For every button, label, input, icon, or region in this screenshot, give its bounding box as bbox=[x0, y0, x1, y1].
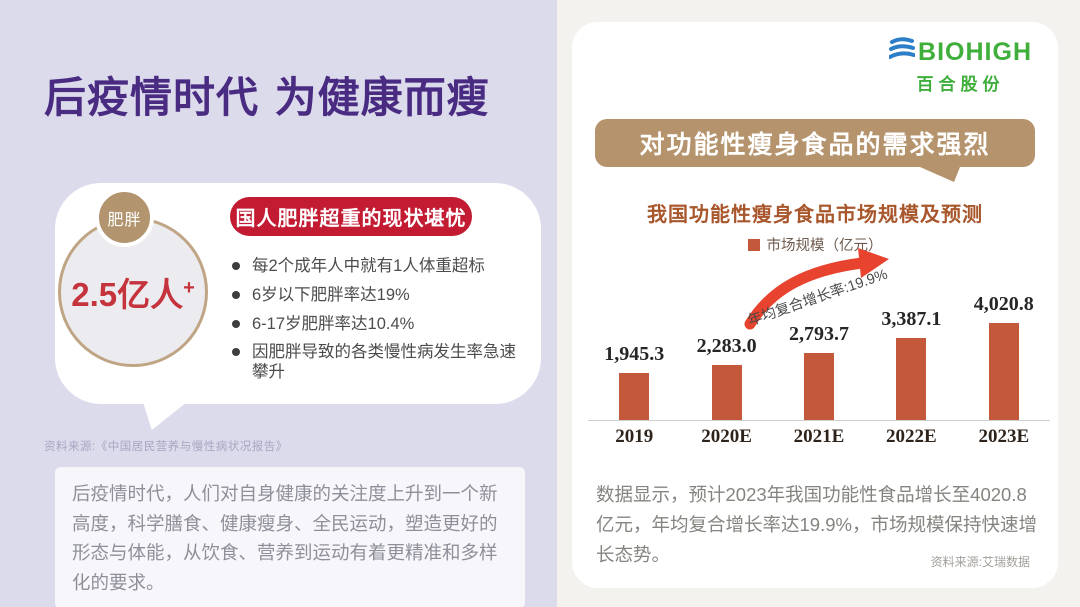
bullet-item: 6岁以下肥胖率达19% bbox=[232, 286, 532, 306]
bullet-text: 6岁以下肥胖率达19% bbox=[252, 285, 410, 304]
bar-value-label: 3,387.1 bbox=[881, 308, 942, 331]
analysis-block: 数据显示，预计2023年我国功能性食品增长至4020.8亿元，年均复合增长率达1… bbox=[596, 480, 1038, 570]
status-badge: 国人肥胖超重的现状堪忧 bbox=[230, 197, 472, 236]
bar bbox=[619, 373, 650, 420]
content-card: BIOHIGH 百合股份 对功能性瘦身食品的需求强烈 我国功能性瘦身食品市场规模… bbox=[572, 22, 1058, 588]
page-title: 后疫情时代 为健康而瘦 bbox=[44, 73, 490, 122]
bullet-list: 每2个成年人中就有1人体重超标 6岁以下肥胖率达19% 6-17岁肥胖率达10.4%… bbox=[232, 257, 532, 392]
bar-group: 2,283.0 2020E bbox=[680, 262, 772, 447]
x-axis-label: 2023E bbox=[978, 426, 1030, 447]
logo-name: BIOHIGH bbox=[918, 38, 1032, 66]
bar-value-label: 4,020.8 bbox=[973, 293, 1034, 315]
bar-group: 4,020.8 2023E bbox=[958, 262, 1050, 447]
bullet-item: 因肥胖导致的各类慢性病发生率急速攀升 bbox=[232, 343, 532, 383]
x-axis-label: 2021E bbox=[793, 426, 845, 447]
info-bubble-tail bbox=[143, 402, 187, 430]
logo-wave-icon bbox=[888, 36, 917, 69]
bar-value-label: 2,283.0 bbox=[696, 334, 757, 357]
obesity-tag: 肥胖 bbox=[95, 188, 154, 247]
intro-paragraph: 后疫情时代，人们对自身健康的关注度上升到一个新高度，科学膳食、健康瘦身、全民运动… bbox=[72, 483, 498, 593]
left-panel: 后疫情时代 为健康而瘦 2.5亿人+ 肥胖 国人肥胖超重的现状堪忧 每2个成年人… bbox=[0, 0, 557, 607]
source-note-right: 资料来源:艾瑞数据 bbox=[930, 555, 1030, 569]
bar-value-label: 1,945.3 bbox=[604, 343, 665, 366]
chart-plot: 1,945.3 2019 2,283.0 2020E 2,793.7 2021E 3,387… bbox=[588, 262, 1050, 447]
section-banner: 对功能性瘦身食品的需求强烈 bbox=[595, 119, 1035, 167]
bullet-dot bbox=[232, 290, 240, 299]
bullet-text: 每2个成年人中就有1人体重超标 bbox=[252, 257, 485, 275]
bar bbox=[711, 364, 742, 420]
source-note-left: 资料来源:《中国居民营养与慢性病状况报告》 bbox=[44, 441, 288, 453]
logo-subtitle: 百合股份 bbox=[916, 75, 1005, 94]
bullet-dot bbox=[232, 262, 240, 270]
plus-sign: + bbox=[183, 277, 195, 299]
x-axis-label: 2019 bbox=[615, 426, 654, 447]
x-axis-label: 2022E bbox=[886, 426, 937, 447]
growth-arrow-icon bbox=[740, 248, 890, 341]
legend-label: 市场规模（亿元） bbox=[766, 238, 883, 254]
bar-group: 2,793.7 2021E bbox=[773, 262, 865, 447]
bullet-item: 每2个成年人中就有1人体重超标 bbox=[232, 257, 532, 277]
section-banner-tail bbox=[920, 167, 960, 182]
bullet-text: 因肥胖导致的各类慢性病发生率急速攀升 bbox=[252, 343, 516, 382]
bar-group: 3,387.1 2022E bbox=[865, 262, 957, 447]
bar bbox=[803, 352, 834, 420]
chart-title: 我国功能性瘦身食品市场规模及预测 bbox=[647, 204, 983, 226]
bar-group: 1,945.3 2019 bbox=[588, 262, 680, 447]
bar bbox=[896, 338, 927, 420]
intro-card: 后疫情时代，人们对自身健康的关注度上升到一个新高度，科学膳食、健康瘦身、全民运动… bbox=[55, 467, 525, 607]
analysis-paragraph: 数据显示，预计2023年我国功能性食品增长至4020.8亿元，年均复合增长率达1… bbox=[596, 484, 1037, 565]
x-axis-label: 2020E bbox=[701, 426, 752, 447]
bullet-dot bbox=[232, 319, 240, 328]
bullet-text: 6-17岁肥胖率达10.4% bbox=[252, 314, 415, 333]
bar bbox=[988, 323, 1019, 420]
company-logo: BIOHIGH 百合股份 bbox=[888, 36, 1032, 95]
bullet-item: 6-17岁肥胖率达10.4% bbox=[232, 315, 532, 335]
chart-legend: 市场规模（亿元） bbox=[572, 234, 1058, 255]
bar-value-label: 2,793.7 bbox=[788, 322, 849, 345]
legend-swatch bbox=[747, 238, 760, 251]
obesity-count: 2.5亿人+ bbox=[71, 276, 195, 313]
bullet-dot bbox=[232, 348, 240, 357]
